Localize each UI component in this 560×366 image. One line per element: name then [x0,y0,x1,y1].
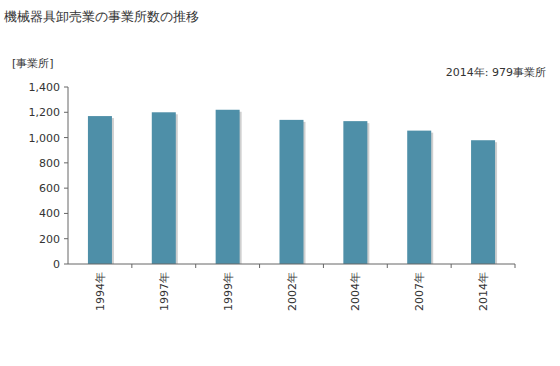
y-tick-label: 600 [39,182,60,195]
bar [88,116,112,264]
y-tick-label: 200 [39,233,60,246]
y-tick-label: 0 [53,258,60,271]
y-tick [64,137,68,138]
y-tick-label: 1,000 [29,132,61,145]
x-tick-label: 1997年 [158,272,171,311]
x-tick [451,264,452,268]
bar [471,140,495,264]
x-tick-label: 2002年 [286,272,299,311]
bars [88,110,497,264]
y-tick [64,264,68,265]
chart: 機械器具卸売業の事業所数の推移 [事業所] 2014年: 979事業所 0 200 400… [0,0,560,366]
y-tick [64,162,68,163]
x-tick-label: 1999年 [222,272,235,311]
x-tick [259,264,260,268]
x-tick-label: 2004年 [349,272,362,311]
x-tick [387,264,388,268]
y-tick [64,188,68,189]
y-tick [64,238,68,239]
bar [216,110,240,264]
annotation: 2014年: 979事業所 [446,66,546,79]
y-tick-label: 400 [39,207,60,220]
y-tick [64,213,68,214]
bar [343,121,367,264]
x-tick [323,264,324,268]
y-label: [事業所] [12,57,54,70]
x-tick-label: 1994年 [94,272,107,311]
title: 機械器具卸売業の事業所数の推移 [4,9,199,24]
y-tick-label: 1,200 [29,106,61,119]
y-tick-label: 1,400 [29,81,61,94]
bar [152,112,176,264]
x-tick [131,264,132,268]
bar [407,131,431,264]
bar [280,120,304,264]
x-axis [68,264,515,265]
x-tick-label: 2007年 [413,272,426,311]
x-tick-label: 2014年 [477,272,490,311]
y-tick-label: 800 [39,157,60,170]
y-tick [64,112,68,113]
x-tick [515,264,516,268]
x-tick [195,264,196,268]
y-tick [64,87,68,88]
y-axis [68,87,69,264]
